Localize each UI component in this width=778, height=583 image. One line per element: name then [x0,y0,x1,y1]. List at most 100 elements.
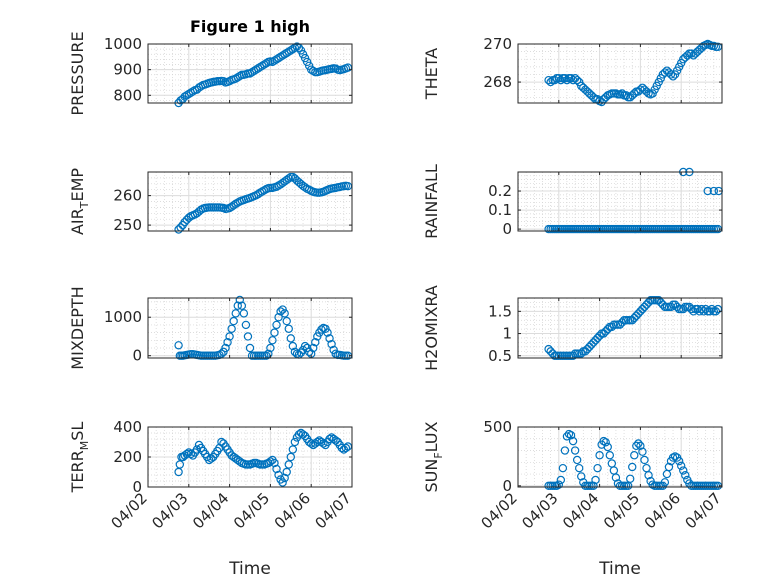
data-point [707,304,717,314]
data-point [272,464,281,474]
y-axis-label: RAINFALL [422,164,441,239]
data-point [184,89,193,99]
data-point [664,462,674,472]
data-point [564,429,574,439]
data-point [572,75,582,85]
data-point [268,57,277,67]
data-point [286,46,295,55]
y-axis-label: PRESSURE [68,31,87,115]
subplot-theta: 268 270 THETA [422,35,723,107]
y-tick-label: 1.5 [488,302,512,320]
data-point [319,439,328,448]
data-point [182,449,191,459]
y-axis-label: SUNFLUX [422,421,445,492]
data-point [337,443,346,453]
data-point [572,455,582,465]
data-point [239,309,249,318]
y-axis-label: TERRMSL [68,422,91,494]
data-point [270,328,279,337]
data-point [611,473,621,482]
y-tick-label: 260 [113,187,142,205]
data-point [245,69,255,78]
subplot-pressure: 800 900 1000 PRESSURE Figure 1 high [68,17,353,116]
data-point [288,44,298,54]
data-point [180,92,189,101]
data-point [674,456,684,466]
data-point [296,348,306,357]
data-point [300,341,310,351]
data-point [256,188,265,197]
data-point [603,442,612,452]
data-point [313,437,322,447]
data-point [558,463,568,473]
data-point [192,445,202,454]
data-point [278,51,287,60]
axes-box [147,43,353,104]
data-point [709,186,719,196]
data-point [701,304,710,314]
data-point [307,439,316,448]
data-point [270,56,279,65]
y-tick-label: 0 [502,477,512,495]
y-tick-label: 500 [483,418,512,436]
y-tick-label: 800 [113,86,142,104]
data-point [341,443,351,453]
data-point [550,75,559,85]
data-point [327,339,336,349]
data-point [593,463,602,473]
subplot-mixdepth: 0 1000 MIXDEPTH [68,286,353,370]
data-point [699,307,708,316]
data-point [670,452,680,461]
data-point [566,74,576,83]
y-axis-label: H2OMIXRA [422,285,441,371]
data-point [636,441,645,451]
data-point [280,309,289,318]
data-point [689,307,698,316]
y-tick-label: 0 [502,220,512,238]
y-tick-label: 0.1 [488,201,512,219]
data-point [231,309,240,318]
x-axis-label: Time [598,559,641,579]
data-point [221,343,230,353]
subplot-rainfall: 00.10.2 RAINFALL [422,164,723,239]
y-tick-label: 268 [483,73,512,91]
data-point [666,70,676,79]
data-point [599,436,608,446]
y-axis-label: MIXDEPTH [68,286,87,369]
y-tick-label: 0.5 [488,347,512,365]
data-point [570,446,580,455]
data-point [630,451,639,460]
data-point [290,437,300,447]
data-point [556,475,566,485]
data-point [562,432,572,441]
data-point [276,52,285,62]
data-point [687,49,696,58]
data-point [286,452,295,462]
data-point [231,74,240,83]
data-point [325,434,334,444]
data-point [668,453,678,462]
data-point [621,91,631,100]
y-axis-label: THETA [422,48,441,100]
data-point [233,301,242,310]
y-tick-label: 0 [132,347,142,365]
data-point [626,474,635,483]
data-point [589,93,598,102]
data-point [562,75,572,85]
data-point [679,466,688,475]
data-point [595,451,604,460]
data-point [632,441,641,451]
data-point [266,343,275,353]
data-point [235,71,244,81]
data-point [703,186,712,196]
data-point [219,76,228,86]
data-point [566,431,576,440]
data-point [266,457,275,466]
data-point [325,334,334,343]
data-point [309,343,318,353]
data-point [668,72,678,81]
y-tick-label: 1000 [104,35,142,53]
y-tick-label: 1000 [104,308,142,326]
data-point [245,343,255,353]
